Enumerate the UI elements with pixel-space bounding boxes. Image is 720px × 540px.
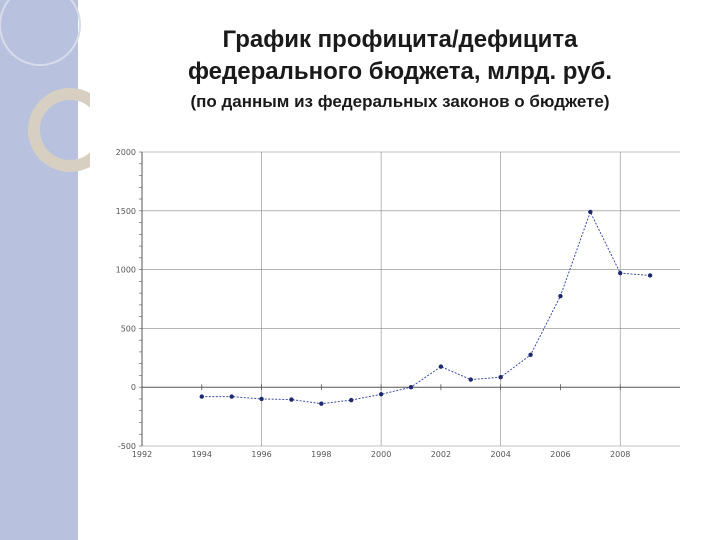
data-point <box>498 375 503 380</box>
x-tick-label: 1998 <box>311 450 331 459</box>
x-tick-label: 2002 <box>431 450 451 459</box>
ring-middle <box>28 88 90 172</box>
x-tick-label: 2006 <box>550 450 570 459</box>
slide-subtitle: (по данным из федеральных законов о бюдж… <box>190 92 610 111</box>
data-point <box>259 396 264 402</box>
data-point <box>349 397 354 403</box>
ring-top <box>0 0 81 66</box>
data-point <box>319 401 324 406</box>
data-points <box>199 209 653 406</box>
data-point <box>468 377 473 382</box>
slide-title-line2: федерального бюджета, млрд. руб. <box>187 58 612 85</box>
y-tick-label: 2000 <box>116 148 136 157</box>
series-polyline <box>201 210 651 405</box>
decorative-rings <box>0 0 90 172</box>
x-tick-label: 2004 <box>490 450 510 459</box>
data-point <box>647 273 653 278</box>
data-point <box>408 385 414 390</box>
series-line <box>201 210 651 405</box>
y-tick-label: 1500 <box>116 207 136 216</box>
x-tick-label: 1992 <box>132 450 152 459</box>
data-point <box>618 270 623 276</box>
data-point <box>588 209 593 215</box>
data-point <box>289 397 294 402</box>
data-point <box>199 394 204 399</box>
x-tick-label: 2000 <box>371 450 391 459</box>
slide-title-line1: График профицита/дефицита <box>222 26 578 53</box>
axes <box>139 151 621 447</box>
y-tick-label: 500 <box>121 324 136 333</box>
data-point <box>558 293 563 299</box>
y-tick-label: -500 <box>118 442 136 451</box>
data-point <box>229 394 234 399</box>
data-point <box>438 364 444 369</box>
grid-lines <box>142 151 680 447</box>
budget-line-chart: -500 0 500 1000 1500 2000 1992 1994 1996 1998 2000… <box>116 148 680 459</box>
data-point <box>528 352 533 358</box>
x-tick-label: 1994 <box>192 450 212 459</box>
y-tick-label: 0 <box>131 383 136 392</box>
data-point <box>378 392 384 397</box>
x-tick-label: 2008 <box>610 450 630 459</box>
x-tick-label: 1996 <box>251 450 271 459</box>
y-tick-label: 1000 <box>116 266 136 275</box>
tick-labels: -500 0 500 1000 1500 2000 1992 1994 1996 1998 2000… <box>116 148 631 459</box>
